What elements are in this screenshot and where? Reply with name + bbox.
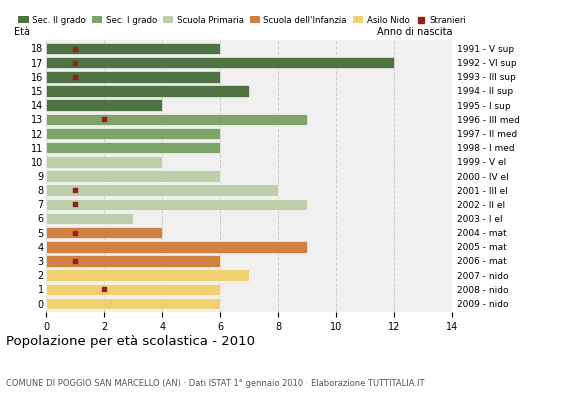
- Bar: [46, 241, 307, 253]
- Bar: [46, 43, 220, 54]
- Bar: [46, 57, 394, 68]
- Bar: [46, 269, 249, 281]
- Bar: [46, 213, 133, 224]
- Bar: [46, 255, 220, 267]
- Legend: Sec. II grado, Sec. I grado, Scuola Primaria, Scuola dell'Infanzia, Asilo Nido, : Sec. II grado, Sec. I grado, Scuola Prim…: [18, 16, 466, 25]
- Text: Popolazione per età scolastica - 2010: Popolazione per età scolastica - 2010: [6, 335, 255, 348]
- Bar: [46, 71, 220, 83]
- Bar: [46, 85, 249, 97]
- Bar: [46, 128, 220, 139]
- Text: Età: Età: [14, 27, 30, 37]
- Bar: [46, 170, 220, 182]
- Bar: [46, 99, 162, 111]
- Bar: [46, 198, 307, 210]
- Text: COMUNE DI POGGIO SAN MARCELLO (AN) · Dati ISTAT 1° gennaio 2010 · Elaborazione T: COMUNE DI POGGIO SAN MARCELLO (AN) · Dat…: [6, 379, 425, 388]
- Bar: [46, 184, 278, 196]
- Bar: [46, 227, 162, 238]
- Bar: [46, 114, 307, 125]
- Bar: [46, 284, 220, 295]
- Bar: [46, 298, 220, 309]
- Text: Anno di nascita: Anno di nascita: [377, 27, 452, 37]
- Bar: [46, 156, 162, 168]
- Bar: [46, 142, 220, 154]
